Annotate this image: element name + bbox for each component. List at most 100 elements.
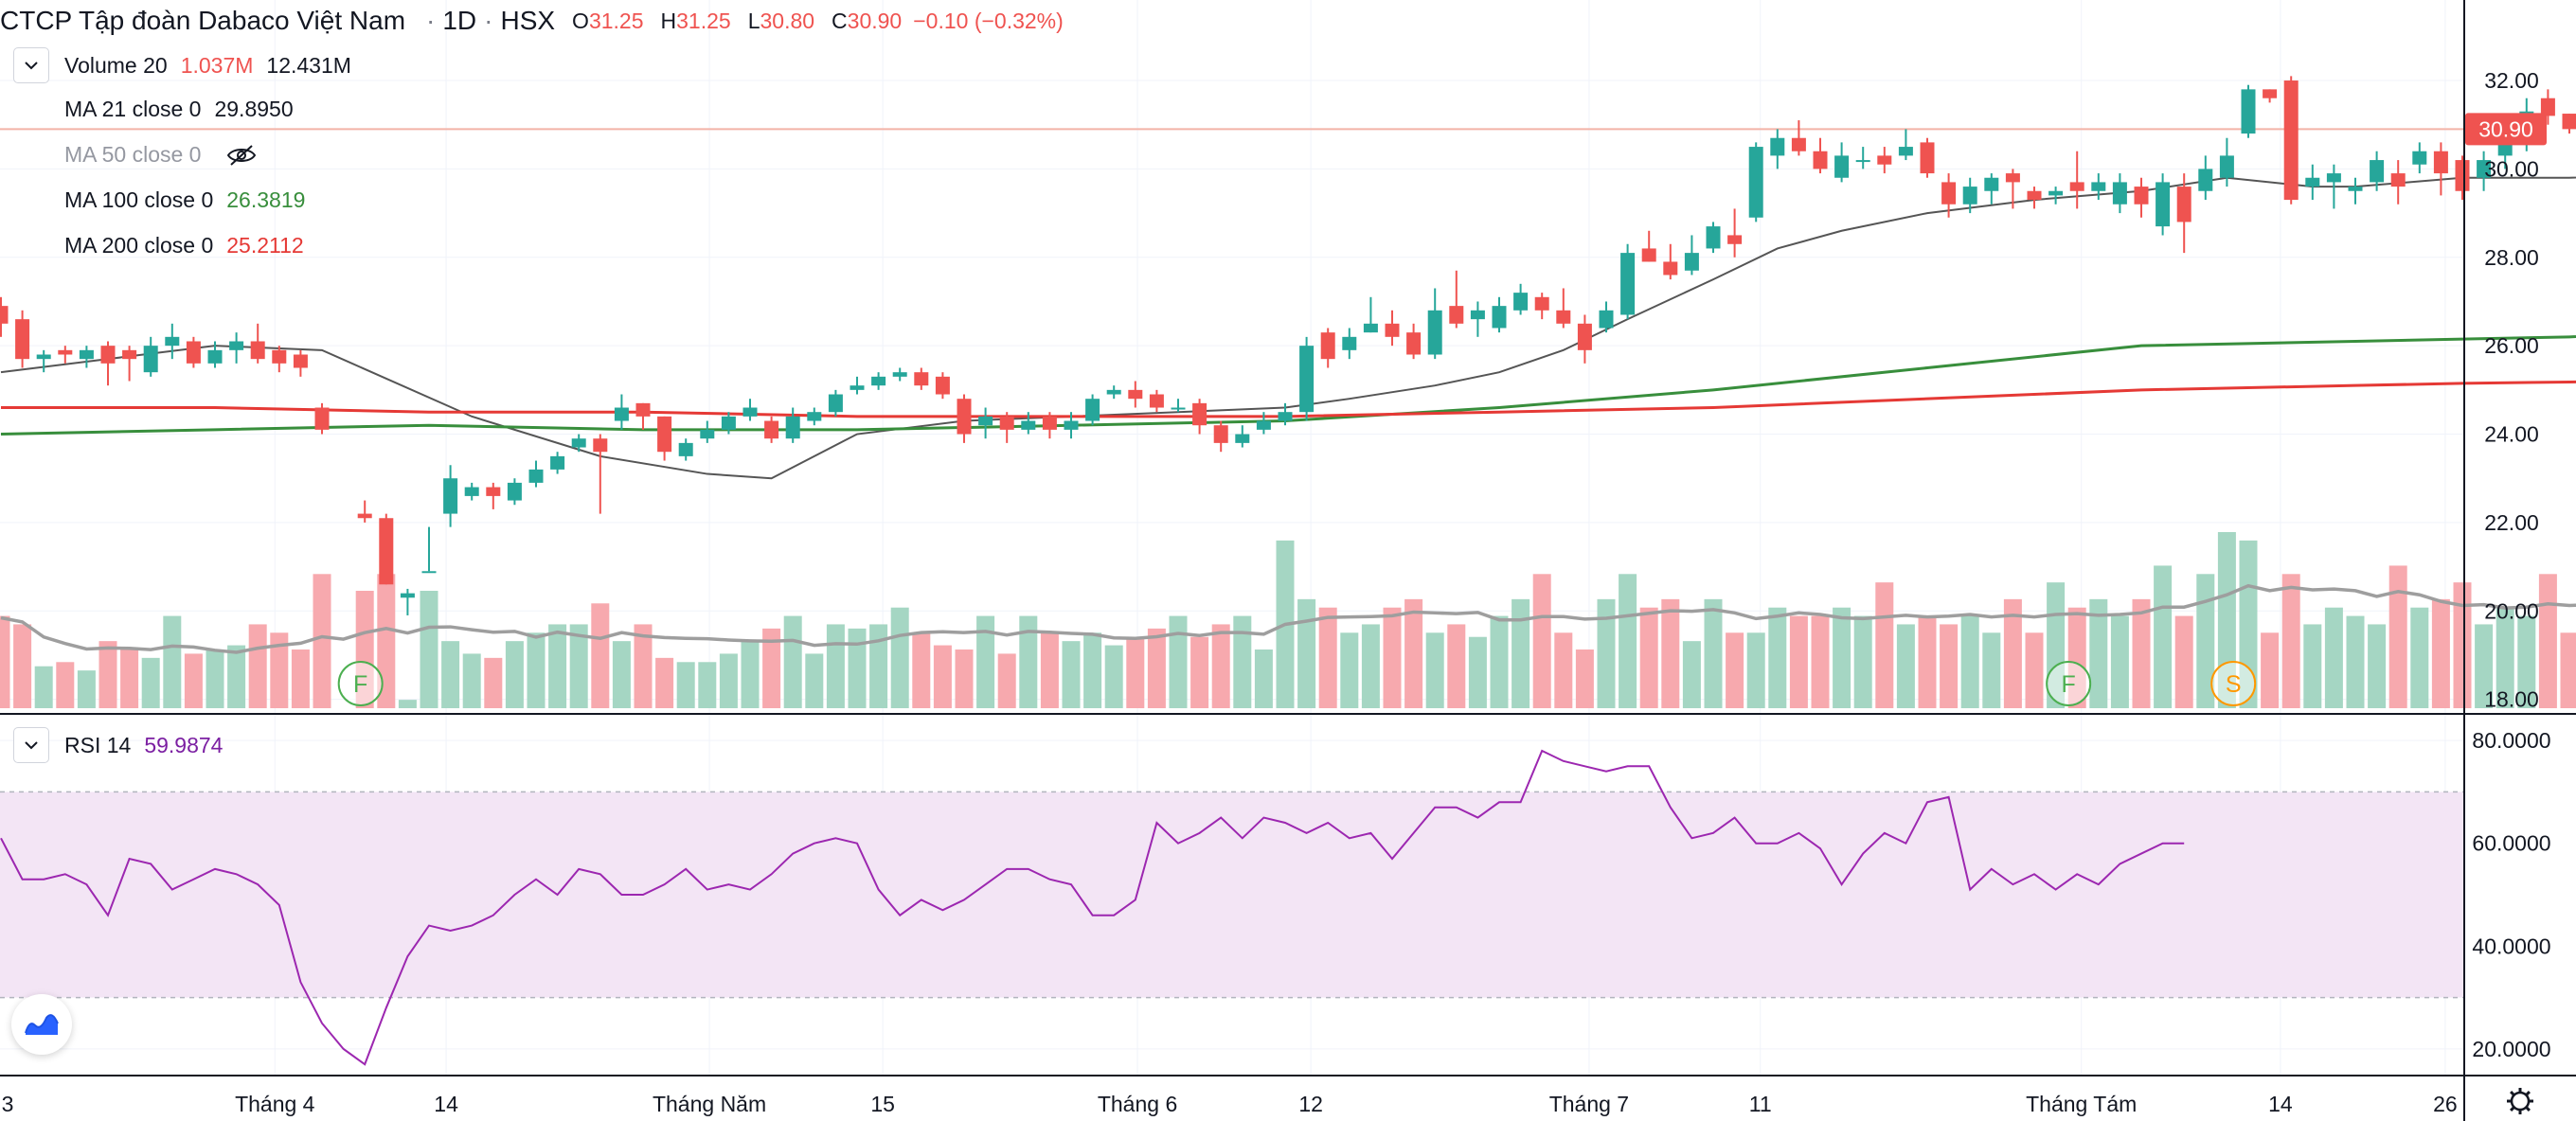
candle-body bbox=[443, 478, 458, 514]
gear-icon[interactable] bbox=[2507, 1088, 2533, 1114]
symbol-name[interactable]: CTCP Tập đoàn Dabaco Việt Nam bbox=[0, 6, 406, 35]
volume-bar bbox=[634, 624, 653, 708]
volume-bar bbox=[34, 666, 53, 708]
candle-body bbox=[250, 341, 265, 360]
open-label: O bbox=[572, 8, 589, 33]
close-value: 30.90 bbox=[847, 8, 903, 33]
candle-body bbox=[635, 402, 651, 417]
volume-bar bbox=[1361, 624, 1380, 708]
ma200-label: MA 200 close 0 bbox=[64, 233, 214, 258]
volume-bar bbox=[1639, 607, 1658, 708]
volume-bar bbox=[1383, 607, 1402, 708]
volume-bar bbox=[1297, 598, 1316, 708]
volume-bar bbox=[1726, 632, 1744, 708]
candle-body bbox=[1256, 420, 1271, 430]
candle-body bbox=[1235, 434, 1250, 443]
rsi-tick-label: 40.0000 bbox=[2472, 934, 2550, 958]
price-tick-label: 32.00 bbox=[2484, 68, 2539, 93]
volume-bar bbox=[890, 607, 909, 708]
candle-body bbox=[785, 416, 800, 439]
exchange-label: HSX bbox=[500, 6, 556, 35]
ma50-label: MA 50 close 0 bbox=[64, 142, 202, 167]
candle-body bbox=[36, 354, 51, 360]
price-tick-label: 18.00 bbox=[2484, 687, 2539, 712]
volume-bar bbox=[1960, 615, 1979, 708]
volume-bar bbox=[2303, 624, 2322, 708]
volume-bar bbox=[2368, 624, 2387, 708]
candle-body bbox=[978, 416, 993, 426]
candle-body bbox=[1641, 248, 1656, 262]
candle-body bbox=[143, 346, 158, 373]
split-marker-letter: S bbox=[2226, 671, 2242, 698]
candle-body bbox=[1042, 416, 1057, 430]
volume-bar bbox=[933, 645, 952, 708]
eye-off-icon[interactable] bbox=[225, 143, 258, 168]
rsi-tick-label: 20.0000 bbox=[2472, 1037, 2550, 1061]
low-value: 30.80 bbox=[760, 8, 815, 33]
candle-body bbox=[1877, 155, 1892, 165]
legend-ma21[interactable]: MA 21 close 0 29.8950 bbox=[0, 97, 294, 122]
legend-volume[interactable]: Volume 20 1.037M 12.431M bbox=[0, 47, 351, 83]
candle-body bbox=[2433, 151, 2448, 174]
legend-ma200[interactable]: MA 200 close 0 25.2112 bbox=[0, 233, 304, 258]
volume-bar bbox=[2538, 574, 2557, 708]
volume-bar bbox=[1126, 636, 1145, 708]
candle-body bbox=[464, 487, 479, 496]
candle-body bbox=[1834, 155, 1850, 178]
volume-bar bbox=[1853, 615, 1872, 708]
candle-body bbox=[1599, 310, 1614, 329]
candle-body bbox=[0, 306, 9, 324]
volume-bar bbox=[2475, 624, 2494, 708]
candle-body bbox=[1962, 187, 1977, 205]
volume-bar bbox=[805, 653, 824, 708]
candle-body bbox=[1577, 323, 1592, 350]
candle-body bbox=[1427, 310, 1442, 355]
price-tick-label: 26.00 bbox=[2484, 333, 2539, 358]
candle-body bbox=[229, 341, 244, 350]
candle-body bbox=[1128, 389, 1143, 400]
rsi-tick-label: 80.0000 bbox=[2472, 728, 2550, 753]
candle-body bbox=[935, 376, 950, 395]
legend-ma50[interactable]: MA 50 close 0 bbox=[0, 142, 258, 168]
chevron-down-icon[interactable] bbox=[13, 47, 49, 83]
volume-bar bbox=[783, 615, 802, 708]
candle-body bbox=[550, 455, 565, 470]
volume-bar bbox=[1190, 636, 1209, 708]
tradingview-logo-icon[interactable] bbox=[11, 994, 72, 1055]
candle-body bbox=[1748, 147, 1763, 218]
candle-body bbox=[1898, 147, 1913, 156]
candle-body bbox=[2048, 190, 2064, 196]
candle-body bbox=[1192, 402, 1208, 426]
candle-body bbox=[2134, 187, 2149, 205]
candle-body bbox=[807, 412, 822, 421]
low-label: L bbox=[747, 8, 760, 33]
time-tick-label: 14 bbox=[2268, 1092, 2293, 1116]
high-label: H bbox=[660, 8, 677, 33]
candle-body bbox=[1278, 412, 1293, 421]
volume-bar bbox=[206, 649, 224, 708]
candle-body bbox=[272, 349, 287, 364]
candle-body bbox=[1791, 137, 1806, 151]
volume-bar bbox=[1468, 636, 1487, 708]
gear-icon-tooth bbox=[2510, 1106, 2515, 1112]
volume-bar bbox=[569, 624, 588, 708]
volume-bar bbox=[1062, 641, 1081, 708]
volume-bar bbox=[1104, 645, 1123, 708]
candle-body bbox=[678, 442, 693, 456]
volume-bar bbox=[1083, 632, 1102, 708]
time-tick-label: Tháng Tám bbox=[2026, 1092, 2137, 1116]
candle-body bbox=[2005, 173, 2020, 183]
candle-body bbox=[1385, 323, 1400, 337]
legend: CTCP Tập đoàn Dabaco Việt Nam · 1D · HSX… bbox=[0, 0, 2462, 763]
candle-body bbox=[2370, 160, 2385, 183]
volume-bar bbox=[227, 645, 246, 708]
legend-rsi[interactable]: RSI 14 59.9874 bbox=[0, 727, 223, 763]
chevron-down-icon[interactable] bbox=[13, 727, 49, 763]
legend-ma100[interactable]: MA 100 close 0 26.3819 bbox=[0, 187, 305, 213]
volume-bar bbox=[1661, 598, 1680, 708]
volume-bar bbox=[1940, 624, 1959, 708]
volume-bar bbox=[1704, 598, 1723, 708]
volume-bar bbox=[1211, 624, 1230, 708]
interval-label[interactable]: 1D bbox=[442, 6, 477, 35]
